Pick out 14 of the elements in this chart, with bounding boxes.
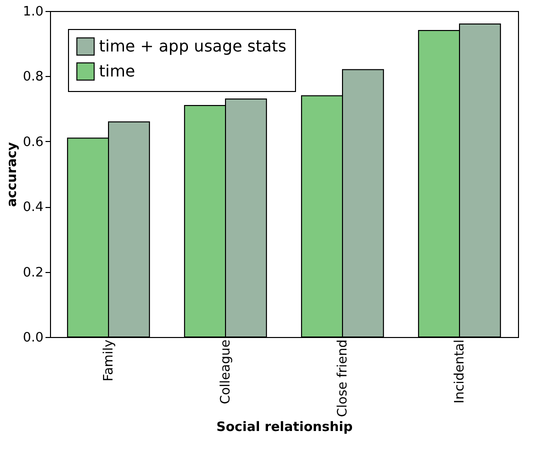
x-tick-label: Colleague — [218, 340, 234, 404]
legend-label: time — [99, 62, 136, 80]
y-tick-label: 0.0 — [22, 330, 44, 346]
y-tick-label: 0.4 — [22, 200, 44, 216]
x-axis-title: Social relationship — [216, 420, 353, 436]
x-tick-label: Family — [102, 339, 116, 382]
legend-label: time + app usage stats — [99, 36, 286, 56]
y-tick-label: 0.6 — [22, 134, 44, 150]
y-tick-label: 0.8 — [22, 70, 44, 85]
y-tick-label: 0.2 — [22, 265, 44, 280]
y-axis-title: accuracy — [4, 142, 20, 207]
y-tick-label: 1.0 — [22, 4, 44, 20]
x-tick-label: Incidental — [452, 340, 468, 404]
x-tick-label: Close friend — [336, 340, 350, 418]
